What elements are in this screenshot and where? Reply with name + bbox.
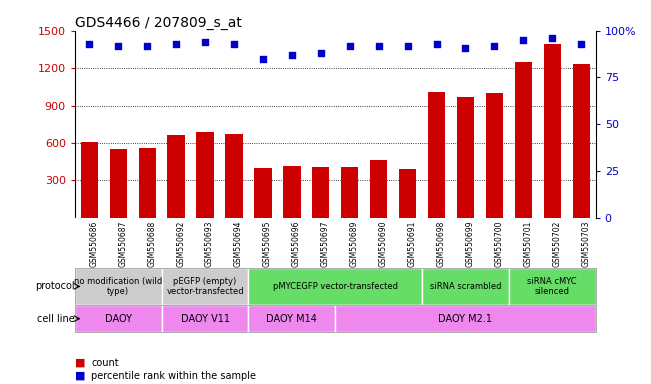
Text: GSM550693: GSM550693 [205,220,214,267]
Bar [457,97,474,218]
Text: protocol: protocol [35,281,74,291]
Bar [283,166,301,218]
Text: GSM550696: GSM550696 [292,220,301,267]
Point [142,43,152,49]
Text: siRNA cMYC
silenced: siRNA cMYC silenced [527,277,577,296]
Bar [81,142,98,218]
Point [432,41,442,47]
Bar [486,93,503,218]
Bar [255,168,271,218]
Point [258,56,268,62]
Text: GSM550690: GSM550690 [379,220,387,267]
Text: ■: ■ [75,371,85,381]
Text: GSM550691: GSM550691 [408,220,417,267]
Point [200,39,210,45]
Text: DAOY V11: DAOY V11 [180,314,230,324]
Text: GSM550701: GSM550701 [523,220,533,267]
Text: GSM550700: GSM550700 [494,220,503,267]
Point [374,43,384,49]
Bar [312,167,329,218]
Bar [161,268,249,305]
Bar [167,136,185,218]
Bar [399,169,416,218]
Point [171,41,182,47]
Bar [509,268,596,305]
Bar [341,167,359,218]
Point [344,43,355,49]
Text: ■: ■ [75,358,85,368]
Text: DAOY M14: DAOY M14 [266,314,317,324]
Text: GSM550695: GSM550695 [263,220,272,267]
Text: GSM550692: GSM550692 [176,220,185,267]
Text: GSM550703: GSM550703 [581,220,590,267]
Text: pMYCEGFP vector-transfected: pMYCEGFP vector-transfected [273,282,398,291]
Text: GSM550689: GSM550689 [350,220,359,267]
Text: GSM550699: GSM550699 [465,220,475,267]
Point [460,45,471,51]
Bar [335,305,596,332]
Point [518,37,529,43]
Text: count: count [91,358,118,368]
Bar [75,305,161,332]
Text: siRNA scrambled: siRNA scrambled [430,282,501,291]
Point [316,50,326,56]
Bar [422,268,509,305]
Bar [428,92,445,218]
Text: GSM550702: GSM550702 [552,220,561,267]
Point [547,35,557,41]
Bar [370,161,387,218]
Text: percentile rank within the sample: percentile rank within the sample [91,371,256,381]
Text: GSM550697: GSM550697 [321,220,330,267]
Point [229,41,239,47]
Bar [572,65,590,218]
Bar [161,305,249,332]
Point [84,41,94,47]
Bar [197,132,214,218]
Text: GSM550688: GSM550688 [147,220,156,266]
Text: GSM550698: GSM550698 [437,220,445,267]
Point [576,41,587,47]
Bar [139,148,156,218]
Bar [515,62,532,218]
Text: GSM550687: GSM550687 [118,220,127,267]
Bar [109,149,127,218]
Point [489,43,499,49]
Point [286,52,297,58]
Bar [75,268,161,305]
Text: pEGFP (empty)
vector-transfected: pEGFP (empty) vector-transfected [166,277,244,296]
Text: GSM550694: GSM550694 [234,220,243,267]
Text: GSM550686: GSM550686 [89,220,98,267]
Text: no modification (wild
type): no modification (wild type) [74,277,162,296]
Text: cell line: cell line [36,314,74,324]
Bar [249,268,422,305]
Point [402,43,413,49]
Bar [225,134,243,218]
Point [113,43,124,49]
Text: DAOY M2.1: DAOY M2.1 [439,314,492,324]
Text: GDS4466 / 207809_s_at: GDS4466 / 207809_s_at [75,16,242,30]
Bar [249,305,335,332]
Text: DAOY: DAOY [105,314,132,324]
Bar [544,45,561,218]
